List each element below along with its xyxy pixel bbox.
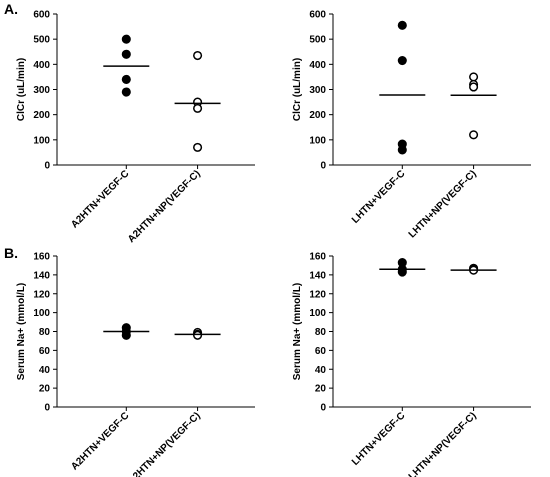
- y-tick-label: 160: [309, 252, 326, 263]
- y-tick-label: 140: [33, 270, 50, 281]
- x-tick-label: A2HTN+VEGF-C: [69, 410, 131, 472]
- dot: [121, 49, 131, 59]
- y-tick-label: 100: [309, 135, 326, 146]
- x-tick-label: A2HTN+NP(VEGF-C): [126, 168, 203, 245]
- y-axis-label: Serum Na+ (mmol/L): [16, 283, 27, 381]
- y-tick-label: 0: [320, 161, 326, 172]
- y-tick-label: 500: [33, 35, 50, 46]
- y-tick-label: 40: [315, 365, 327, 376]
- y-tick-label: 600: [309, 10, 326, 21]
- y-tick-label: 100: [309, 308, 326, 319]
- y-tick-label: 100: [33, 135, 50, 146]
- y-tick-label: 20: [315, 384, 327, 395]
- dot: [121, 330, 131, 340]
- y-tick-label: 600: [33, 10, 50, 21]
- y-tick-label: 120: [309, 289, 326, 300]
- y-tick-label: 400: [309, 60, 326, 71]
- panel-label: B.: [4, 245, 18, 261]
- y-tick-label: 60: [315, 346, 327, 357]
- y-axis-label: ClCr (uL/min): [16, 58, 27, 121]
- dot: [193, 142, 203, 152]
- dot: [193, 330, 203, 340]
- panel-label: A.: [4, 1, 18, 17]
- dot: [469, 82, 479, 92]
- y-tick-label: 20: [39, 384, 51, 395]
- y-tick-label: 300: [309, 85, 326, 96]
- y-axis-label: Serum Na+ (mmol/L): [292, 283, 303, 381]
- y-tick-label: 60: [39, 346, 51, 357]
- y-tick-label: 400: [33, 60, 50, 71]
- y-tick-label: 140: [309, 270, 326, 281]
- x-tick-label: A2HTN+NP(VEGF-C): [126, 410, 203, 477]
- y-tick-label: 500: [309, 35, 326, 46]
- x-tick-label: LHTN+VEGF-C: [350, 168, 407, 225]
- y-tick-label: 80: [315, 327, 327, 338]
- x-tick-label: LHTN+NP(VEGF-C): [407, 410, 479, 477]
- y-tick-label: 0: [44, 161, 50, 172]
- y-axis-label: ClCr (uL/min): [292, 58, 303, 121]
- dot: [469, 130, 479, 140]
- y-tick-label: 80: [39, 327, 51, 338]
- y-tick-label: 200: [309, 110, 326, 121]
- y-tick-label: 200: [33, 110, 50, 121]
- x-tick-label: LHTN+NP(VEGF-C): [407, 168, 479, 240]
- y-tick-label: 160: [33, 252, 50, 263]
- dot: [121, 74, 131, 84]
- dot: [121, 34, 131, 44]
- dot: [121, 87, 131, 97]
- y-tick-label: 0: [320, 403, 326, 414]
- dot: [397, 56, 407, 66]
- dot: [397, 267, 407, 277]
- y-tick-label: 120: [33, 289, 50, 300]
- y-tick-label: 100: [33, 308, 50, 319]
- y-tick-label: 40: [39, 365, 51, 376]
- y-tick-label: 300: [33, 85, 50, 96]
- dot: [193, 103, 203, 113]
- dot: [397, 145, 407, 155]
- x-tick-label: LHTN+VEGF-C: [350, 410, 407, 467]
- dot: [397, 20, 407, 30]
- dot: [469, 72, 479, 82]
- x-tick-label: A2HTN+VEGF-C: [69, 168, 131, 230]
- y-tick-label: 0: [44, 403, 50, 414]
- dot: [193, 50, 203, 61]
